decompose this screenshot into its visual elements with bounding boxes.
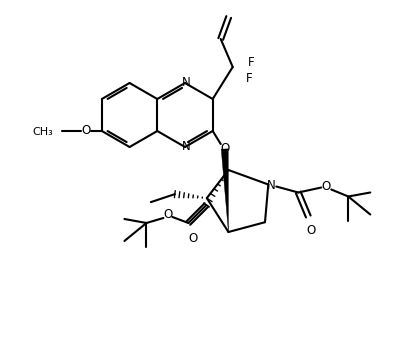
Text: N: N <box>182 76 190 90</box>
Text: O: O <box>189 233 198 246</box>
Text: O: O <box>322 180 331 193</box>
Text: O: O <box>81 125 91 137</box>
Text: O: O <box>164 209 173 221</box>
Text: F: F <box>246 73 252 85</box>
Text: N: N <box>267 179 276 192</box>
Text: O: O <box>220 143 229 155</box>
Text: N: N <box>182 140 190 154</box>
Polygon shape <box>221 149 228 232</box>
Text: O: O <box>307 224 316 237</box>
Text: F: F <box>248 55 254 69</box>
Text: CH₃: CH₃ <box>32 127 53 137</box>
